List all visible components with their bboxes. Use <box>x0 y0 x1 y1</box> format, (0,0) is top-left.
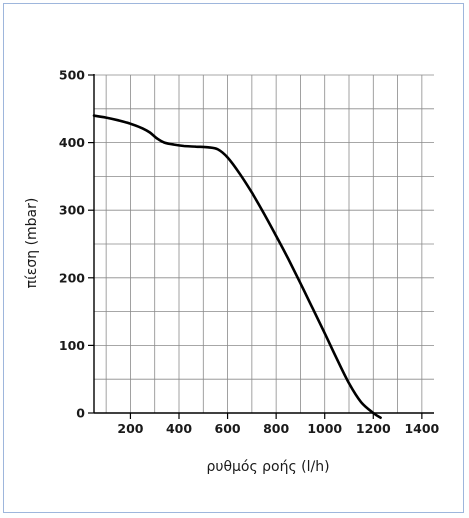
x-tick-label-200: 200 <box>117 421 143 436</box>
series-line-pressure-curve <box>92 114 382 419</box>
x-tick-label-800: 800 <box>263 421 289 436</box>
x-axis-ticks: 200 400 600 800 1000 1200 1400 <box>117 413 440 436</box>
axes <box>93 74 434 414</box>
horizontal-gridlines <box>94 74 434 380</box>
y-tick-label-200: 200 <box>59 270 85 285</box>
y-tick-label-300: 300 <box>59 203 85 218</box>
y-tick-label-400: 400 <box>59 135 85 150</box>
y-tick-label-100: 100 <box>59 338 85 353</box>
x-tick-label-1000: 1000 <box>307 421 342 436</box>
x-tick-label-1200: 1200 <box>356 421 391 436</box>
x-tick-label-400: 400 <box>166 421 192 436</box>
y-tick-label-500: 500 <box>59 68 85 83</box>
y-tick-label-0: 0 <box>76 406 85 421</box>
x-tick-label-1400: 1400 <box>404 421 439 436</box>
x-axis-label: ρυθμός ροής (l/h) <box>206 459 329 475</box>
y-axis-ticks: 0 100 200 300 400 500 <box>59 68 94 421</box>
chart-frame <box>3 3 464 513</box>
x-tick-label-600: 600 <box>215 421 241 436</box>
y-axis-label: πίεση (mbar) <box>24 198 40 289</box>
